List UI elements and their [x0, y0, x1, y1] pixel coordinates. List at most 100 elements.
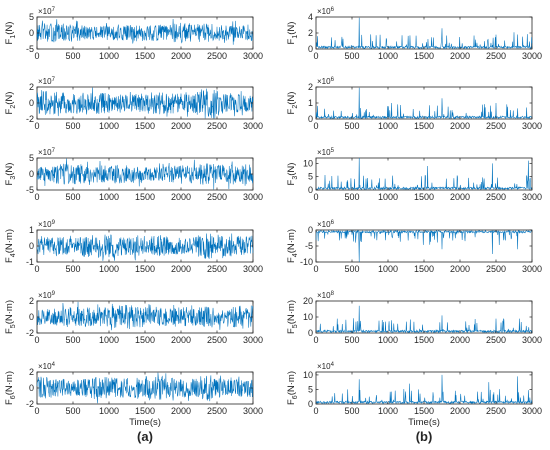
xtick-label: 1000 [99, 121, 119, 131]
ytick-label: 1 [308, 98, 313, 108]
xtick-label: 3000 [243, 264, 263, 274]
exponent-label: ×109 [38, 220, 56, 229]
plot-area-b5 [315, 300, 533, 334]
xtick-label: 500 [344, 406, 359, 416]
ytick-label: -5 [305, 241, 313, 251]
xtick-label: 2000 [171, 335, 191, 345]
ytick-label: 10 [303, 158, 313, 168]
xtick-label: 500 [344, 51, 359, 61]
xtick-label: 0 [313, 406, 318, 416]
xlabel-b: Time(s) [408, 417, 440, 428]
xtick-label: 0 [313, 51, 318, 61]
ytick-label: -5 [26, 185, 34, 195]
xtick-label: 3000 [522, 335, 542, 345]
xtick-label: 1000 [378, 264, 398, 274]
ytick-label: -1 [26, 257, 34, 267]
exponent-label: ×108 [317, 291, 335, 300]
ytick-label: 0 [29, 383, 34, 393]
xtick-label: 500 [65, 264, 80, 274]
xtick-label: 3000 [522, 264, 542, 274]
xtick-label: 1500 [135, 264, 155, 274]
ytick-label: 0 [29, 169, 34, 179]
xtick-label: 1000 [378, 51, 398, 61]
ylabel-b1: F1(N) [286, 22, 299, 45]
xtick-label: 1000 [99, 335, 119, 345]
xtick-label: 2500 [207, 264, 227, 274]
xtick-label: 1000 [99, 406, 119, 416]
xtick-label: 1500 [414, 406, 434, 416]
series-line-a4 [36, 233, 254, 261]
ylabel-b4: F4(N·m) [286, 229, 299, 263]
exponent-label: ×106 [317, 77, 335, 86]
ytick-label: -2 [26, 399, 34, 409]
xtick-label: 2500 [207, 121, 227, 131]
xtick-label: 1500 [135, 335, 155, 345]
subplot-b1: 0 500 1000 1500 2000 2500 3000 0 2 4 ×106 F1(N) [286, 7, 542, 61]
xtick-label: 3000 [522, 406, 542, 416]
xtick-label: 500 [344, 264, 359, 274]
ytick-label: 0 [308, 225, 313, 235]
ytick-label: 2 [29, 367, 34, 377]
xtick-label: 1500 [135, 121, 155, 131]
xtick-label: 500 [65, 335, 80, 345]
series-line-a6 [36, 372, 254, 404]
xtick-label: 2000 [450, 406, 470, 416]
xtick-label: 1000 [378, 406, 398, 416]
ytick-label: 0 [308, 44, 313, 54]
xtick-label: 0 [34, 406, 39, 416]
ylabel-a2: F2(N) [4, 92, 17, 115]
ytick-label: -2 [26, 328, 34, 338]
xtick-label: 3000 [243, 335, 263, 345]
ytick-label: 5 [308, 384, 313, 394]
subplot-b4: 0 500 1000 1500 2000 2500 3000 -10 -5 0 ×106 F4(N·m… [286, 220, 542, 274]
plot-area-b3 [315, 157, 533, 191]
ytick-label: 0 [29, 98, 34, 108]
panel-label-b: (b) [416, 429, 433, 444]
plot-area-b1 [315, 16, 533, 50]
xtick-label: 2000 [171, 121, 191, 131]
ytick-label: 5 [29, 153, 34, 163]
xtick-label: 1000 [99, 51, 119, 61]
ylabel-b5: F5(N·m) [286, 300, 299, 334]
xtick-label: 2500 [486, 121, 506, 131]
xtick-label: 500 [65, 121, 80, 131]
panel-label-a: (a) [137, 429, 153, 444]
exponent-label: ×105 [317, 148, 335, 157]
xtick-label: 2000 [450, 335, 470, 345]
ytick-label: 0 [308, 185, 313, 195]
xtick-label: 2000 [450, 51, 470, 61]
ylabel-b3: F3(N) [286, 163, 299, 186]
xtick-label: 2500 [207, 51, 227, 61]
xtick-label: 2500 [207, 335, 227, 345]
ytick-label: 10 [303, 370, 313, 380]
xtick-label: 500 [65, 51, 80, 61]
ytick-label: 2 [308, 28, 313, 38]
xtick-label: 1000 [99, 192, 119, 202]
exponent-label: ×106 [317, 7, 335, 16]
xtick-label: 3000 [243, 192, 263, 202]
xtick-label: 2000 [450, 121, 470, 131]
exponent-label: ×107 [38, 7, 56, 16]
xtick-label: 0 [313, 121, 318, 131]
xtick-label: 0 [34, 121, 39, 131]
ylabel-b2: F2(N) [286, 92, 299, 115]
ytick-label: -10 [300, 257, 313, 267]
xtick-label: 3000 [522, 121, 542, 131]
subplot-b5: 0 500 1000 1500 2000 2500 3000 0 10 20 ×108 F5(N·m) [286, 291, 542, 345]
xtick-label: 2000 [450, 264, 470, 274]
xtick-label: 3000 [243, 406, 263, 416]
xtick-label: 3000 [243, 51, 263, 61]
xtick-label: 2000 [171, 264, 191, 274]
series-line-a1 [36, 18, 254, 45]
xtick-label: 1000 [378, 121, 398, 131]
ytick-label: 5 [308, 172, 313, 182]
xtick-label: 2000 [171, 406, 191, 416]
ylabel-a1: F1(N) [4, 22, 17, 45]
exponent-label: ×104 [317, 362, 335, 371]
xtick-label: 2500 [207, 406, 227, 416]
xtick-label: 3000 [522, 192, 542, 202]
xtick-label: 2500 [486, 406, 506, 416]
